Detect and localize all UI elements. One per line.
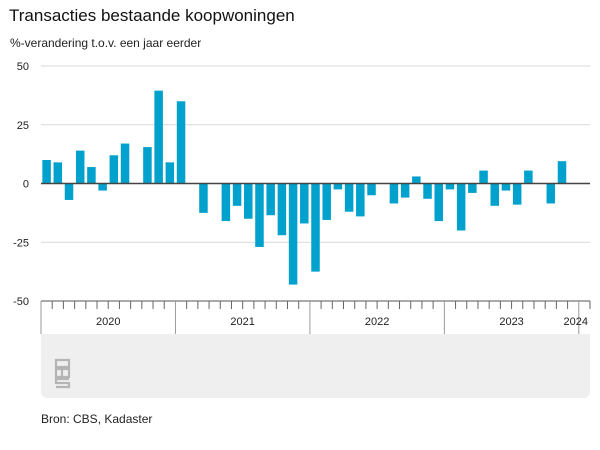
chart-subtitle: %-verandering t.o.v. een jaar eerder: [10, 36, 202, 50]
bar-2020-12: [165, 162, 175, 184]
bar-2023-06: [501, 183, 511, 191]
bar-2021-06: [232, 183, 242, 206]
x-year-label: 2021: [230, 316, 254, 328]
bar-2020-10: [143, 147, 152, 184]
bar-2022-01: [311, 183, 320, 272]
bar-2022-03: [333, 183, 343, 190]
bar-2021-07: [244, 183, 253, 219]
bar-2021-09: [266, 183, 275, 216]
bar-2021-01: [176, 101, 186, 184]
bar-2022-10: [412, 176, 421, 184]
bar-2021-11: [288, 183, 298, 285]
bar-2021-12: [300, 183, 309, 224]
y-tick-label: 25: [17, 120, 29, 132]
x-year-label: 2020: [96, 316, 120, 328]
x-year-label: 2024: [564, 316, 588, 328]
bar-2020-01: [42, 160, 51, 184]
bar-2020-07: [109, 155, 119, 184]
bar-2022-08: [389, 183, 399, 204]
bar-2023-11: [557, 161, 567, 184]
bar-2022-09: [400, 183, 410, 198]
cbs-logo-icon: [54, 358, 71, 389]
bar-2020-05: [87, 167, 96, 184]
y-tick-label: 0: [23, 179, 29, 191]
bar-2023-10: [546, 183, 556, 204]
bar-2021-05: [221, 183, 231, 222]
source-note: Bron: CBS, Kadaster: [41, 412, 153, 426]
bar-2023-04: [479, 170, 488, 184]
bar-2023-01: [445, 183, 455, 190]
y-tick-label: -50: [13, 296, 29, 308]
bar-2023-03: [468, 183, 477, 193]
bar-2023-08: [524, 170, 533, 184]
bars: [42, 90, 567, 285]
bar-2020-02: [53, 162, 63, 184]
bar-2023-02: [456, 183, 466, 231]
bar-2020-08: [120, 143, 130, 184]
y-tick-label: 50: [17, 61, 29, 73]
bar-2021-03: [199, 183, 208, 213]
logo-panel: [41, 334, 590, 398]
bar-2021-08: [255, 183, 264, 247]
chart-title: Transacties bestaande koopwoningen: [9, 6, 295, 25]
bar-2020-04: [75, 150, 85, 184]
bar-2020-11: [154, 90, 163, 184]
x-year-label: 2022: [365, 316, 389, 328]
bar-2022-06: [367, 183, 376, 196]
y-tick-label: -25: [13, 237, 29, 249]
bar-2020-06: [98, 183, 107, 191]
bar-2022-11: [423, 183, 432, 199]
bar-2022-05: [356, 183, 365, 217]
bar-2022-12: [434, 183, 443, 222]
bar-2021-10: [277, 183, 287, 236]
bar-2022-02: [322, 183, 331, 220]
bar-2023-07: [512, 183, 522, 205]
x-year-label: 2023: [499, 316, 523, 328]
y-axis-ticks: 50 25 0 -25 -50: [13, 61, 29, 308]
bar-2022-04: [344, 183, 354, 212]
bar-2023-05: [490, 183, 500, 206]
bar-chart: 50 25 0 -25 -50 2020 2021 2022 2023 2024: [13, 61, 591, 334]
x-axis: 2020 2021 2022 2023 2024: [40, 300, 591, 334]
bar-2020-03: [64, 183, 74, 200]
